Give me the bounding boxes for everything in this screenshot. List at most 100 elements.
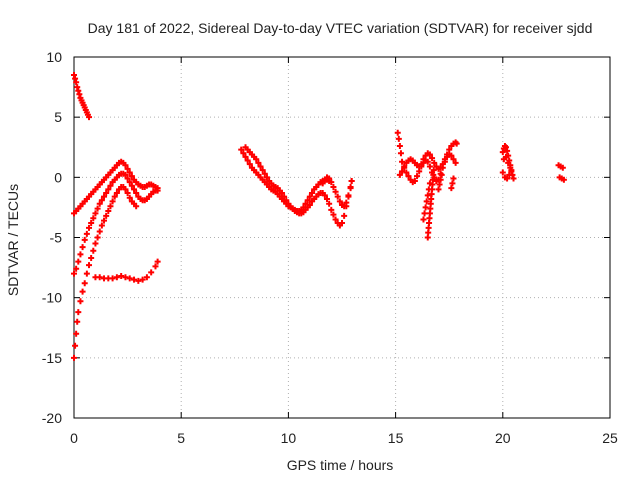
data-point <box>133 203 140 210</box>
data-point <box>426 180 433 187</box>
data-point <box>453 140 460 147</box>
data-point <box>128 173 135 180</box>
y-tick-label: -10 <box>42 290 62 306</box>
data-point <box>98 222 105 229</box>
data-point <box>135 277 142 284</box>
series-arc-d <box>71 158 161 217</box>
data-point <box>321 192 328 199</box>
data-point <box>424 158 431 165</box>
data-point <box>124 175 131 182</box>
data-point <box>560 176 567 183</box>
data-point <box>113 189 120 196</box>
data-point <box>330 183 337 190</box>
data-point <box>71 354 77 361</box>
data-point <box>399 158 406 165</box>
grid <box>74 57 610 418</box>
data-point <box>96 228 103 235</box>
data-point <box>559 164 566 171</box>
data-point <box>405 173 412 180</box>
data-point <box>259 167 266 174</box>
data-point <box>437 176 444 183</box>
data-point <box>437 164 444 171</box>
data-point <box>154 185 161 192</box>
data-point <box>426 151 433 158</box>
data-point <box>131 276 138 283</box>
series-arc-a <box>71 72 93 121</box>
data-point <box>339 220 345 227</box>
data-point <box>77 298 84 305</box>
data-point <box>81 280 88 287</box>
data-point <box>76 91 83 98</box>
data-point <box>306 202 313 209</box>
data-point <box>399 168 406 175</box>
data-point <box>501 174 508 181</box>
x-tick-label: 0 <box>70 430 78 446</box>
data-point <box>244 157 251 164</box>
data-point <box>98 197 105 204</box>
data-point <box>336 198 343 205</box>
data-point <box>79 244 86 251</box>
x-tick-label: 5 <box>177 430 185 446</box>
data-point <box>420 216 427 223</box>
data-point <box>72 342 79 349</box>
data-points <box>71 72 567 361</box>
data-point <box>73 330 80 337</box>
data-point <box>122 274 129 281</box>
data-point <box>139 276 146 283</box>
data-point <box>508 168 515 175</box>
y-tick-label: -5 <box>50 230 63 246</box>
data-point <box>504 147 511 154</box>
data-point <box>126 275 133 282</box>
data-point <box>72 75 79 82</box>
data-point <box>92 240 99 247</box>
data-point <box>424 192 431 199</box>
data-point <box>101 217 108 224</box>
y-tick-label: 5 <box>54 109 62 125</box>
data-point <box>94 205 101 212</box>
data-point <box>261 170 268 177</box>
data-point <box>403 169 410 176</box>
data-point <box>83 230 90 237</box>
data-point <box>126 179 133 186</box>
data-point <box>122 171 129 178</box>
data-point <box>86 114 93 121</box>
data-point <box>124 165 131 172</box>
series-arc-n <box>499 143 517 182</box>
x-tick-label: 15 <box>388 430 404 446</box>
data-point <box>88 254 95 261</box>
data-point <box>83 270 90 277</box>
data-point <box>421 210 428 217</box>
data-point <box>396 171 403 178</box>
chart-title: Day 181 of 2022, Sidereal Day-to-day VTE… <box>88 20 593 36</box>
data-point <box>105 186 112 193</box>
data-point <box>246 161 253 168</box>
data-point <box>133 189 140 196</box>
data-point <box>148 269 155 276</box>
data-point <box>240 150 247 157</box>
data-point <box>438 171 445 178</box>
data-point <box>439 161 446 168</box>
data-point <box>77 251 84 258</box>
series-arc-o <box>555 162 567 183</box>
data-point <box>449 180 456 187</box>
data-point <box>257 163 264 170</box>
data-point <box>152 263 159 270</box>
data-point <box>107 203 114 210</box>
data-point <box>503 144 510 151</box>
data-point <box>131 186 138 193</box>
data-point <box>154 258 161 265</box>
data-point <box>86 224 93 231</box>
series-arc-b <box>71 183 140 361</box>
data-point <box>308 189 315 196</box>
data-point <box>101 193 108 200</box>
data-point <box>306 193 313 200</box>
data-point <box>450 156 457 163</box>
data-point <box>505 159 512 166</box>
series-arc-m <box>435 171 457 193</box>
data-point <box>418 161 425 168</box>
data-point <box>111 193 118 200</box>
data-point <box>113 274 120 281</box>
data-point <box>73 265 80 272</box>
x-axis-label: GPS time / hours <box>287 457 394 473</box>
